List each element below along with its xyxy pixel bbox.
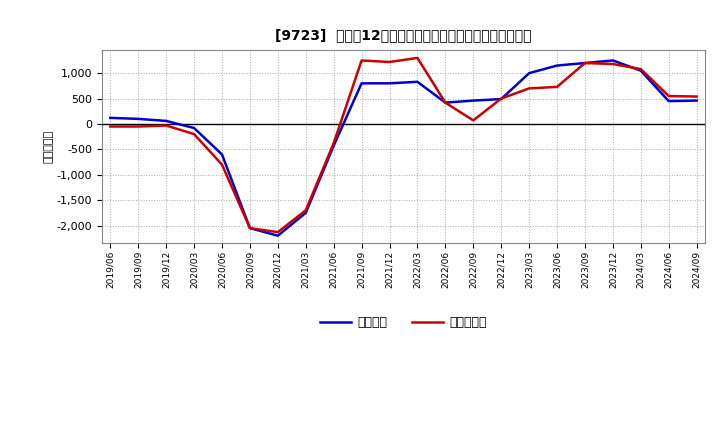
当期純利益 (246, 225, 254, 231)
当期純利益 (469, 118, 477, 123)
経常利益 (357, 81, 366, 86)
当期純利益 (497, 96, 505, 101)
当期純利益 (106, 124, 114, 129)
当期純利益 (217, 162, 226, 167)
経常利益 (580, 60, 589, 66)
当期純利益 (580, 60, 589, 66)
経常利益 (134, 116, 143, 121)
当期純利益 (274, 230, 282, 235)
経常利益 (608, 58, 617, 63)
当期純利益 (329, 141, 338, 146)
Y-axis label: （百万円）: （百万円） (44, 130, 54, 163)
経常利益 (162, 118, 171, 124)
経常利益 (274, 233, 282, 238)
Line: 経常利益: 経常利益 (110, 60, 697, 236)
当期純利益 (441, 100, 450, 105)
経常利益 (302, 210, 310, 216)
当期純利益 (134, 124, 143, 129)
経常利益 (385, 81, 394, 86)
経常利益 (190, 125, 199, 131)
経常利益 (693, 98, 701, 103)
経常利益 (553, 63, 562, 68)
当期純利益 (385, 59, 394, 65)
経常利益 (525, 70, 534, 76)
当期純利益 (553, 84, 562, 89)
経常利益 (329, 143, 338, 148)
当期純利益 (162, 123, 171, 128)
経常利益 (413, 79, 422, 84)
当期純利益 (525, 86, 534, 91)
当期純利益 (357, 58, 366, 63)
当期純利益 (608, 62, 617, 67)
経常利益 (246, 225, 254, 231)
経常利益 (636, 68, 645, 73)
当期純利益 (636, 66, 645, 72)
Title: [9723]  利益だ12か月移動合計の対前年同期増減額の推移: [9723] 利益だ12か月移動合計の対前年同期増減額の推移 (275, 28, 531, 42)
経常利益 (665, 99, 673, 104)
経常利益 (106, 115, 114, 121)
経常利益 (497, 96, 505, 102)
経常利益 (217, 152, 226, 157)
経常利益 (469, 98, 477, 103)
経常利益 (441, 100, 450, 105)
Legend: 経常利益, 当期純利益: 経常利益, 当期純利益 (315, 312, 492, 334)
当期純利益 (693, 94, 701, 99)
当期純利益 (665, 93, 673, 99)
Line: 当期純利益: 当期純利益 (110, 58, 697, 232)
当期純利益 (190, 132, 199, 137)
当期純利益 (302, 208, 310, 213)
当期純利益 (413, 55, 422, 61)
